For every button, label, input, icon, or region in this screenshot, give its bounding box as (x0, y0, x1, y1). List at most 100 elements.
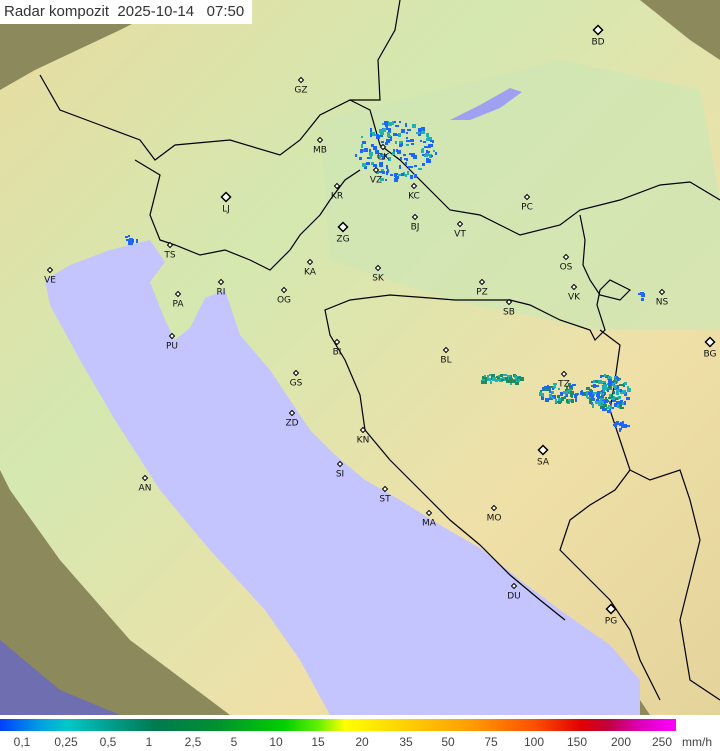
city-ka: KA (304, 258, 317, 278)
city-marker-icon (379, 143, 387, 151)
radar-echo-pixel (366, 162, 370, 165)
city-marker-icon (280, 286, 288, 294)
radar-echo-pixel (388, 128, 391, 132)
legend-label: 2,5 (184, 735, 202, 749)
radar-echo-pixel (482, 377, 486, 379)
radar-echo-pixel (497, 377, 500, 379)
city-marker-icon (490, 504, 498, 512)
radar-echo-pixel (512, 380, 516, 383)
city-kc: KC (408, 182, 420, 202)
radar-echo-pixel (569, 386, 573, 390)
radar-echo-pixel (419, 130, 421, 133)
radar-echo-pixel (373, 146, 377, 150)
city-label: KR (331, 192, 343, 202)
radar-echo-pixel (385, 179, 387, 181)
radar-echo-pixel (386, 165, 388, 168)
city-bj: BJ (411, 213, 419, 233)
radar-echo-pixel (518, 379, 520, 382)
city-bg: BG (704, 336, 717, 360)
radar-echo-pixel (558, 398, 562, 401)
radar-echo-pixel (599, 404, 603, 406)
city-pa: PA (172, 290, 184, 310)
radar-echo-pixel (384, 121, 388, 125)
radar-echo-pixel (411, 143, 414, 145)
radar-echo-pixel (369, 152, 373, 156)
radar-echo-pixel (620, 391, 622, 394)
lake-balaton (450, 88, 522, 120)
radar-echo-pixel (613, 391, 615, 394)
radar-echo-pixel (418, 168, 422, 170)
radar-echo-pixel (626, 425, 630, 427)
city-label: PG (605, 617, 617, 627)
radar-echo-pixel (558, 388, 560, 390)
city-marker-icon (456, 220, 464, 228)
city-kn: KN (357, 426, 370, 446)
radar-echo-pixel (405, 174, 407, 177)
radar-echo-pixel (596, 399, 599, 401)
city-label: KN (357, 436, 370, 446)
radar-echo-pixel (609, 377, 612, 379)
city-marker-icon (605, 603, 617, 615)
radar-echo-pixel (571, 399, 574, 403)
radar-echo-pixel (602, 399, 605, 402)
city-label: NS (656, 298, 669, 308)
radar-echo-pixel (433, 150, 435, 152)
radar-echo-pixel (560, 392, 563, 396)
city-vt: VT (454, 220, 466, 240)
radar-echo-pixel (424, 155, 428, 157)
outside-sea-southwest (0, 640, 120, 715)
city-marker-icon (560, 370, 568, 378)
title-date: 2025-10-14 (117, 3, 195, 20)
radar-echo-pixel (136, 239, 138, 243)
radar-echo-pixel (612, 407, 614, 409)
city-label: KA (304, 268, 317, 278)
radar-echo-pixel (383, 128, 386, 132)
city-label: BL (440, 356, 451, 366)
radar-echo-pixel (549, 394, 552, 398)
radar-echo-pixel (370, 133, 372, 137)
radar-echo-pixel (602, 381, 606, 384)
radar-echo-pixel (484, 380, 487, 384)
radar-echo-pixel (612, 400, 616, 402)
city-label: PU (166, 342, 178, 352)
radar-echo-pixel (412, 124, 416, 128)
radar-echo-pixel (410, 175, 413, 179)
city-marker-icon (337, 221, 349, 233)
legend-label: 150 (566, 735, 588, 749)
radar-echo-pixel (361, 136, 363, 138)
radar-echo-pixel (376, 134, 379, 137)
radar-echo-pixel (386, 171, 388, 175)
radar-echo-pixel (424, 146, 428, 148)
radar-echo-pixel (414, 174, 417, 178)
radar-echo-pixel (514, 375, 516, 378)
city-label: VT (454, 230, 466, 240)
radar-echo-pixel (608, 405, 612, 407)
radar-echo-pixel (591, 381, 593, 383)
radar-echo-pixel (490, 381, 492, 384)
city-marker-icon (537, 444, 549, 456)
radar-echo-pixel (422, 163, 425, 166)
radar-echo-pixel (588, 392, 592, 395)
city-marker-icon (381, 485, 389, 493)
radar-echo-pixel (596, 385, 599, 387)
radar-echo-pixel (398, 174, 401, 176)
radar-echo-pixel (128, 241, 130, 245)
radar-echo-pixel (406, 132, 408, 134)
radar-echo-pixel (568, 399, 571, 401)
radar-echo-pixel (597, 397, 600, 399)
radar-echo-pixel (507, 375, 511, 378)
city-label: ZG (336, 235, 349, 245)
radar-echo-pixel (593, 384, 596, 388)
radar-echo-pixel (566, 386, 568, 390)
city-ri: RI (217, 278, 225, 298)
radar-echo-pixel (399, 144, 402, 147)
radar-echo-pixel (601, 390, 603, 393)
radar-echo-pixel (393, 149, 395, 153)
city-ns: NS (656, 288, 669, 308)
city-zd: ZD (285, 409, 299, 429)
city-label: TZ (557, 380, 570, 390)
radar-echo-pixel (378, 155, 381, 158)
radar-echo-pixel (568, 383, 571, 386)
radar-echo-pixel (484, 375, 486, 378)
radar-echo-pixel (126, 239, 130, 241)
